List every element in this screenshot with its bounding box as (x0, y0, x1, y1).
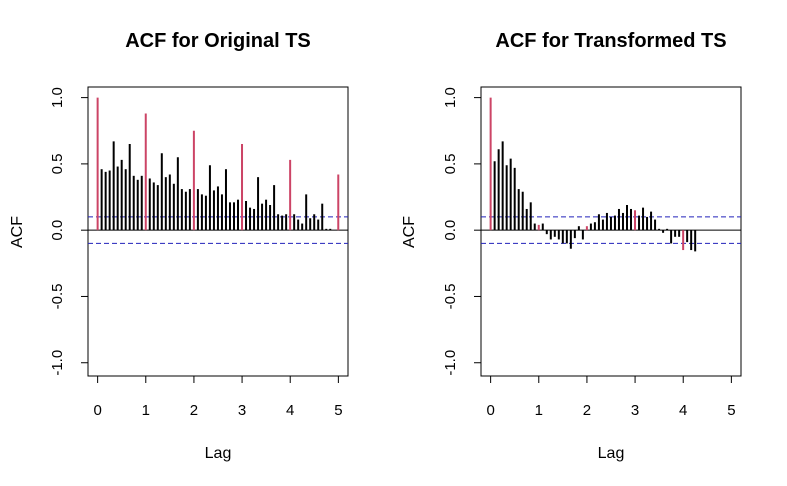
panel-2-x-tick-label: 3 (631, 402, 639, 419)
panel-1-x-tick-label: 1 (142, 402, 150, 419)
panel-1-y-tick-label: 0.0 (49, 220, 66, 241)
panel-1-x-tick-label: 4 (286, 402, 294, 419)
panel-1-y-tick-label: 0.5 (49, 153, 66, 174)
panel-2-x-tick-label: 2 (583, 402, 591, 419)
panel-2-x-tick-label: 1 (535, 402, 543, 419)
panel-1-y-axis-label: ACF (9, 216, 26, 248)
panel-2-x-axis-label: Lag (598, 445, 625, 462)
panel-2-y-tick-label: -0.5 (442, 284, 459, 310)
panel-2-y-tick-label: 1.0 (442, 87, 459, 108)
panel-1-x-tick-label: 2 (190, 402, 198, 419)
panel-1-x-tick-label: 3 (238, 402, 246, 419)
panel-1-x-tick-label: 0 (93, 402, 101, 419)
panel-2-title: ACF for Transformed TS (495, 30, 726, 52)
panel-1-y-tick-label: -1.0 (49, 350, 66, 376)
panel-2-y-tick-label: 0.0 (442, 220, 459, 241)
panel-2-x-tick-label: 0 (486, 402, 494, 419)
panel-1-y-tick-label: -0.5 (49, 284, 66, 310)
panel-2-y-tick-label: 0.5 (442, 153, 459, 174)
panel-2-x-tick-label: 5 (727, 402, 735, 419)
panel-2-plot-frame (480, 86, 742, 377)
panel-2-y-tick-label: -1.0 (442, 350, 459, 376)
panel-2-y-axis-label: ACF (401, 216, 418, 248)
panel-1-plot-frame (87, 86, 349, 377)
panel-2-x-tick-label: 4 (679, 402, 687, 419)
panel-1-y-tick-label: 1.0 (49, 87, 66, 108)
panel-1-x-tick-label: 5 (334, 402, 342, 419)
panel-1-x-axis-label: Lag (205, 445, 232, 462)
panel-1-title: ACF for Original TS (125, 30, 311, 52)
